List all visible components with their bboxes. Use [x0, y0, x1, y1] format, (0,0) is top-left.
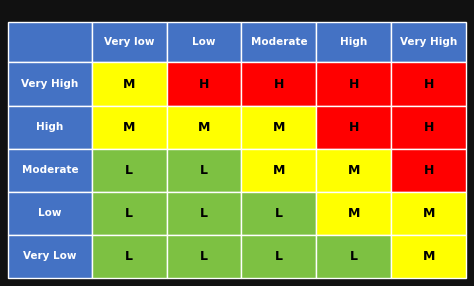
Text: M: M [273, 164, 285, 177]
Bar [391, 149, 466, 192]
Text: M: M [347, 207, 360, 220]
Text: H: H [423, 121, 434, 134]
Text: H: H [423, 78, 434, 90]
Bar [8, 192, 92, 235]
Bar [167, 235, 241, 278]
Bar [167, 149, 241, 192]
Text: M: M [273, 121, 285, 134]
Bar [92, 192, 167, 235]
Text: M: M [422, 207, 435, 220]
Bar [92, 235, 167, 278]
Text: Moderate: Moderate [22, 165, 78, 175]
Text: M: M [123, 78, 136, 90]
Bar [92, 62, 167, 106]
Bar [241, 22, 316, 62]
Text: L: L [350, 250, 358, 263]
Bar [391, 62, 466, 106]
Text: Very Low: Very Low [23, 251, 77, 261]
Text: Very High: Very High [400, 37, 457, 47]
Bar [8, 235, 92, 278]
Text: Low: Low [192, 37, 216, 47]
Bar [8, 22, 92, 62]
Bar [316, 192, 391, 235]
Bar [167, 106, 241, 149]
Text: L: L [125, 164, 133, 177]
Text: L: L [200, 207, 208, 220]
Text: Moderate: Moderate [251, 37, 307, 47]
Text: Low: Low [38, 208, 62, 218]
Bar [316, 106, 391, 149]
Bar [391, 235, 466, 278]
Text: L: L [200, 250, 208, 263]
Bar [241, 62, 316, 106]
Text: M: M [198, 121, 210, 134]
Text: H: H [348, 121, 359, 134]
Text: L: L [275, 207, 283, 220]
Bar [8, 62, 92, 106]
Text: L: L [125, 207, 133, 220]
Bar [8, 106, 92, 149]
Text: H: H [348, 78, 359, 90]
Text: M: M [123, 121, 136, 134]
Text: High: High [340, 37, 367, 47]
Text: Very low: Very low [104, 37, 155, 47]
Bar [391, 192, 466, 235]
Bar [8, 149, 92, 192]
Text: L: L [125, 250, 133, 263]
Bar [316, 149, 391, 192]
Bar [167, 192, 241, 235]
Text: H: H [199, 78, 209, 90]
Text: M: M [422, 250, 435, 263]
Bar [316, 235, 391, 278]
Text: Very High: Very High [21, 79, 79, 89]
Text: M: M [347, 164, 360, 177]
Bar [316, 22, 391, 62]
Text: L: L [275, 250, 283, 263]
Bar [92, 106, 167, 149]
Bar [391, 22, 466, 62]
Bar [241, 235, 316, 278]
Bar [241, 149, 316, 192]
Bar [241, 192, 316, 235]
Text: L: L [200, 164, 208, 177]
Bar [167, 62, 241, 106]
Bar [92, 149, 167, 192]
Bar [316, 62, 391, 106]
Bar [92, 22, 167, 62]
Bar [391, 106, 466, 149]
Text: H: H [273, 78, 284, 90]
Bar [167, 22, 241, 62]
Bar [241, 106, 316, 149]
Text: High: High [36, 122, 64, 132]
Text: H: H [423, 164, 434, 177]
